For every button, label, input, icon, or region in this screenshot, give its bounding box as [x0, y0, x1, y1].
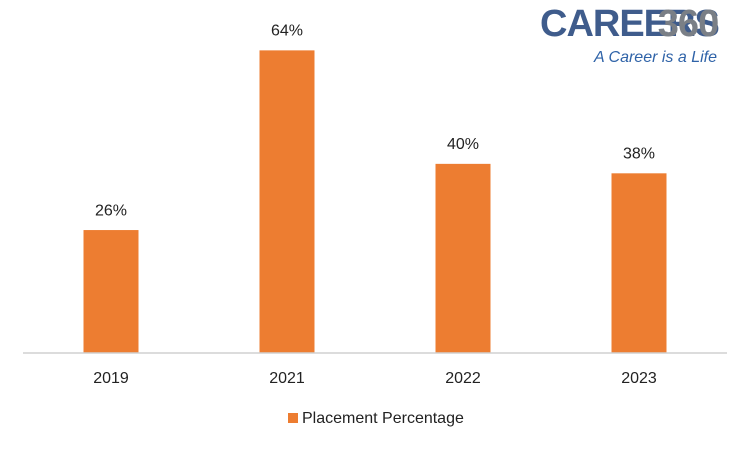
bar: [435, 163, 491, 353]
logo-number: 360: [658, 3, 718, 45]
data-label: 64%: [271, 23, 303, 40]
legend-swatch: [288, 413, 298, 423]
bar: [83, 230, 139, 353]
logo-brand: CAREERS: [540, 3, 719, 45]
x-tick-label: 2019: [93, 370, 129, 387]
bar: [611, 173, 667, 353]
bar: [259, 50, 315, 353]
legend-label: Placement Percentage: [302, 410, 464, 427]
x-tick-label: 2023: [621, 370, 657, 387]
logo-tagline: A Career is a Life: [593, 49, 717, 66]
data-label: 26%: [95, 202, 127, 219]
x-tick-label: 2022: [445, 370, 481, 387]
x-tick-label: 2021: [269, 370, 305, 387]
data-label: 40%: [447, 136, 479, 153]
data-label: 38%: [623, 146, 655, 163]
